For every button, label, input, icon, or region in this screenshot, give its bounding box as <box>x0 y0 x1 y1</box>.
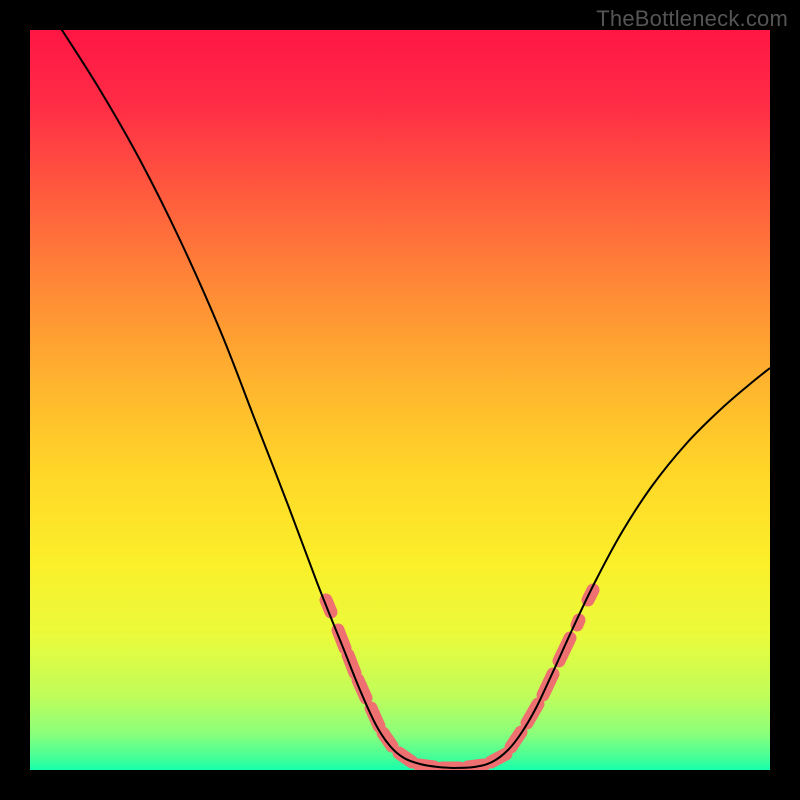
plot-area <box>30 30 770 770</box>
chart-frame: TheBottleneck.com <box>0 0 800 800</box>
curve-marker <box>559 638 570 661</box>
watermark-text: TheBottleneck.com <box>596 6 788 32</box>
marker-group <box>326 590 593 768</box>
left-curve <box>60 30 454 768</box>
curve-overlay <box>30 30 770 770</box>
right-curve <box>454 368 770 768</box>
